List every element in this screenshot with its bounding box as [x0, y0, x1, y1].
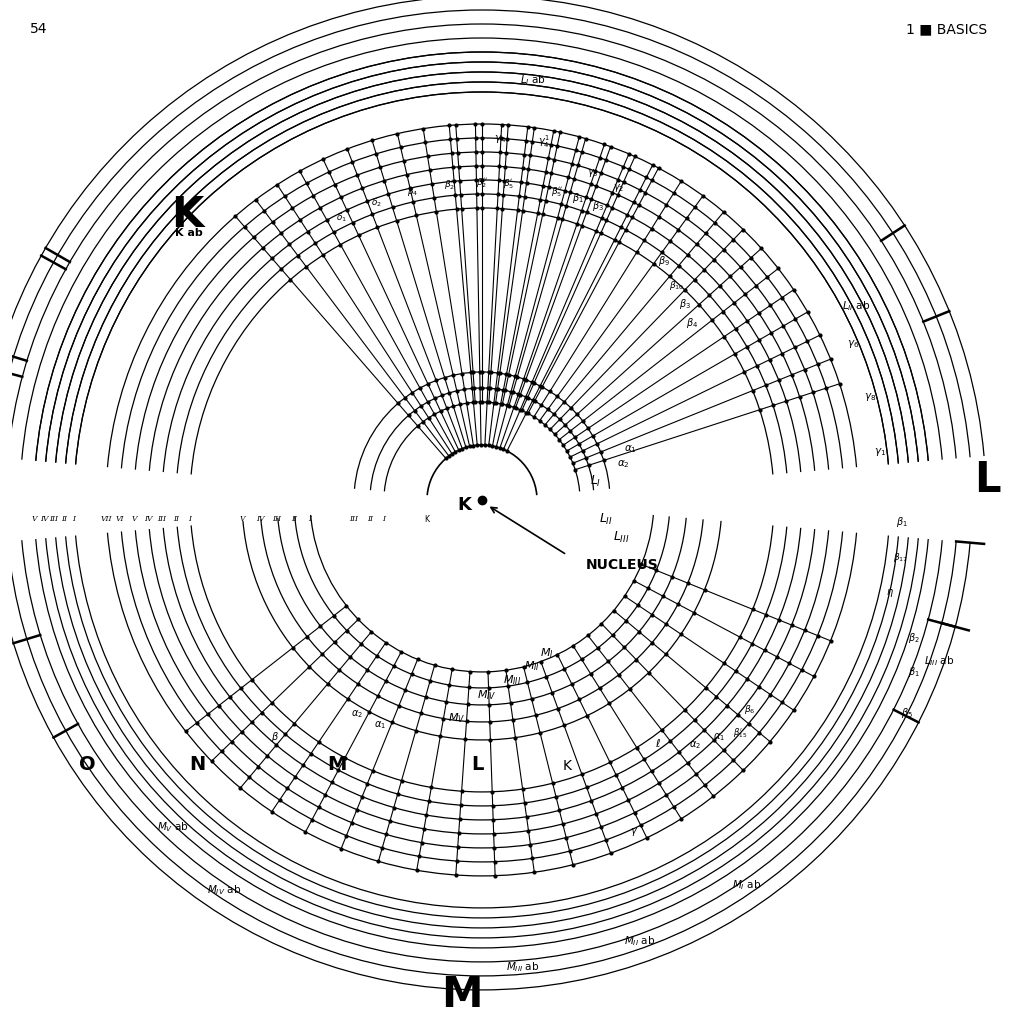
Text: $\gamma_4^1$: $\gamma_4^1$ [538, 133, 550, 151]
Text: $\beta_2''$: $\beta_2''$ [476, 177, 487, 190]
Text: O: O [79, 755, 95, 774]
Text: $M_I$: $M_I$ [540, 646, 554, 660]
Text: $L_{III}$: $L_{III}$ [613, 530, 630, 545]
Text: V: V [240, 515, 245, 523]
Text: 54: 54 [30, 22, 47, 36]
Text: 1 ■ BASICS: 1 ■ BASICS [906, 22, 987, 36]
Text: $\beta_1$: $\beta_1$ [908, 665, 921, 679]
Text: III: III [49, 515, 58, 523]
Text: $M_{III}$ ab: $M_{III}$ ab [506, 960, 539, 974]
Text: II: II [367, 515, 373, 523]
Text: $M_I$ ab: $M_I$ ab [732, 879, 762, 892]
Text: $M_{III}$: $M_{III}$ [503, 673, 521, 686]
Text: $\beta_5$: $\beta_5$ [901, 707, 912, 720]
Text: II: II [61, 515, 67, 523]
Text: K: K [425, 515, 429, 524]
Text: $\beta_5''$: $\beta_5''$ [551, 186, 563, 199]
Text: $\beta_2'$: $\beta_2'$ [444, 178, 456, 191]
Text: K: K [457, 496, 471, 514]
Text: $\alpha_1$: $\alpha_1$ [713, 731, 725, 742]
Text: $M_V$ ab: $M_V$ ab [157, 820, 188, 834]
Text: $\beta_{17}$: $\beta_{17}$ [893, 551, 908, 564]
Text: M: M [328, 755, 347, 774]
Text: $M_{II}$ ab: $M_{II}$ ab [625, 934, 655, 948]
Text: $\ell$: $\ell$ [655, 736, 662, 749]
Text: II: II [173, 515, 179, 523]
Text: $L_{II}$: $L_{II}$ [599, 513, 612, 527]
Text: $\eta$: $\eta$ [887, 587, 894, 599]
Text: $\beta$: $\beta$ [270, 730, 279, 744]
Text: $\gamma_6$: $\gamma_6$ [847, 338, 859, 350]
Text: V: V [131, 515, 137, 523]
Text: $\gamma_2$: $\gamma_2$ [612, 182, 624, 194]
Text: $\alpha_1$: $\alpha_1$ [624, 442, 637, 455]
Text: III: III [349, 515, 358, 523]
Text: K ab: K ab [175, 228, 203, 238]
Text: $\alpha_2$: $\alpha_2$ [617, 458, 630, 470]
Text: I: I [383, 515, 385, 523]
Text: $\beta_{10}$: $\beta_{10}$ [669, 279, 684, 292]
Text: $\beta_6$: $\beta_6$ [744, 703, 756, 716]
Text: IV: IV [256, 515, 264, 523]
Text: $\alpha_2$: $\alpha_2$ [689, 739, 701, 752]
Text: I: I [308, 515, 311, 523]
Text: IV: IV [143, 515, 153, 523]
Text: $L_{II}$ ab: $L_{II}$ ab [842, 299, 870, 313]
Text: L: L [471, 755, 483, 774]
Text: $\gamma$: $\gamma$ [630, 826, 638, 838]
Text: $M_{IV}$: $M_{IV}$ [477, 689, 497, 702]
Text: K: K [562, 759, 571, 773]
Text: $M_{IV}$ ab: $M_{IV}$ ab [207, 883, 241, 897]
Text: M: M [441, 974, 482, 1016]
Text: $\gamma_1$: $\gamma_1$ [873, 446, 886, 458]
Text: VI: VI [116, 515, 124, 523]
Text: $M_V$: $M_V$ [449, 711, 466, 725]
Text: $\alpha_2$: $\alpha_2$ [351, 708, 364, 720]
Text: $\beta_{15}'$: $\beta_{15}'$ [733, 726, 748, 739]
Text: V: V [32, 515, 37, 523]
Text: NUCLEUS: NUCLEUS [586, 558, 658, 572]
Text: I: I [73, 515, 76, 523]
Text: IV: IV [40, 515, 48, 523]
Text: $\beta_3$: $\beta_3$ [679, 297, 690, 311]
Text: $\beta_5'$: $\beta_5'$ [504, 178, 515, 191]
Text: $\beta_1$: $\beta_1$ [896, 515, 908, 529]
Text: $\gamma_4$: $\gamma_4$ [495, 133, 507, 145]
Text: $\beta_4$: $\beta_4$ [686, 316, 698, 331]
Text: VII: VII [100, 515, 112, 523]
Text: $\delta_2$: $\delta_2$ [371, 196, 382, 208]
Text: $\delta_1$: $\delta_1$ [336, 212, 347, 224]
Text: $\beta_4$: $\beta_4$ [407, 185, 418, 198]
Text: $\alpha_1$: $\alpha_1$ [374, 720, 386, 731]
Text: $L_{III}$ ab: $L_{III}$ ab [924, 654, 954, 667]
Text: $L_I$ ab: $L_I$ ab [520, 73, 546, 86]
Text: $\beta_9$: $\beta_9$ [657, 253, 670, 267]
Text: $\beta_3$: $\beta_3$ [592, 198, 604, 213]
Text: N: N [188, 755, 205, 774]
Text: L: L [974, 459, 1000, 501]
Text: III: III [158, 515, 167, 523]
Text: II: II [291, 515, 297, 523]
Text: $\gamma_3$: $\gamma_3$ [587, 167, 598, 179]
Text: K: K [171, 194, 203, 236]
Text: $\beta_1$: $\beta_1$ [571, 191, 584, 205]
Text: I: I [188, 515, 191, 523]
Text: $\beta_2$: $\beta_2$ [908, 632, 920, 646]
Text: $M_{II}$: $M_{II}$ [524, 659, 540, 673]
Text: $\gamma_8$: $\gamma_8$ [864, 392, 877, 403]
Text: III: III [272, 515, 282, 523]
Text: $L_I$: $L_I$ [590, 474, 601, 489]
